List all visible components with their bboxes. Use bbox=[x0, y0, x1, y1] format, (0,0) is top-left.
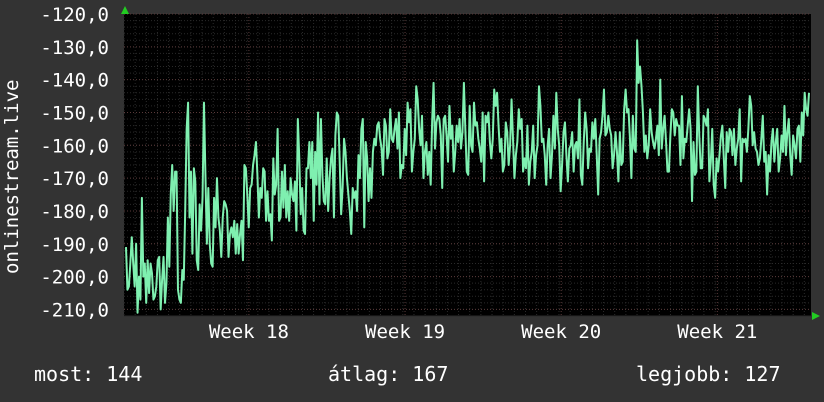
y-tick-label: -130,0 bbox=[40, 37, 109, 59]
y-axis-label: onlinestream.live bbox=[1, 80, 23, 274]
x-axis-arrow-icon bbox=[812, 312, 820, 320]
x-tick-label: Week 18 bbox=[209, 321, 289, 343]
stat-current: most: 144 bbox=[34, 362, 143, 386]
y-tick-label: -210,0 bbox=[40, 299, 109, 321]
y-axis-tick-labels: -120,0 -130,0 -140,0 -150,0 -160,0 -170,0 -180… bbox=[40, 4, 109, 321]
y-tick-label: -180,0 bbox=[40, 201, 109, 223]
y-tick-label: -160,0 bbox=[40, 135, 109, 157]
y-tick-label: -200,0 bbox=[40, 267, 109, 289]
y-tick-label: -170,0 bbox=[40, 168, 109, 190]
y-axis-arrow-icon bbox=[121, 6, 129, 14]
x-tick-label: Week 19 bbox=[365, 321, 445, 343]
stat-average: átlag: 167 bbox=[328, 362, 449, 386]
stat-best: legjobb: 127 bbox=[636, 362, 781, 386]
x-tick-label: Week 21 bbox=[677, 321, 757, 343]
x-axis-tick-labels: Week 18 Week 19 Week 20 Week 21 bbox=[209, 321, 757, 343]
x-tick-label: Week 20 bbox=[521, 321, 601, 343]
y-tick-label: -190,0 bbox=[40, 234, 109, 256]
y-tick-label: -150,0 bbox=[40, 102, 109, 124]
series-line bbox=[125, 39, 810, 314]
y-tick-label: -140,0 bbox=[40, 70, 109, 92]
y-tick-label: -120,0 bbox=[40, 4, 109, 26]
